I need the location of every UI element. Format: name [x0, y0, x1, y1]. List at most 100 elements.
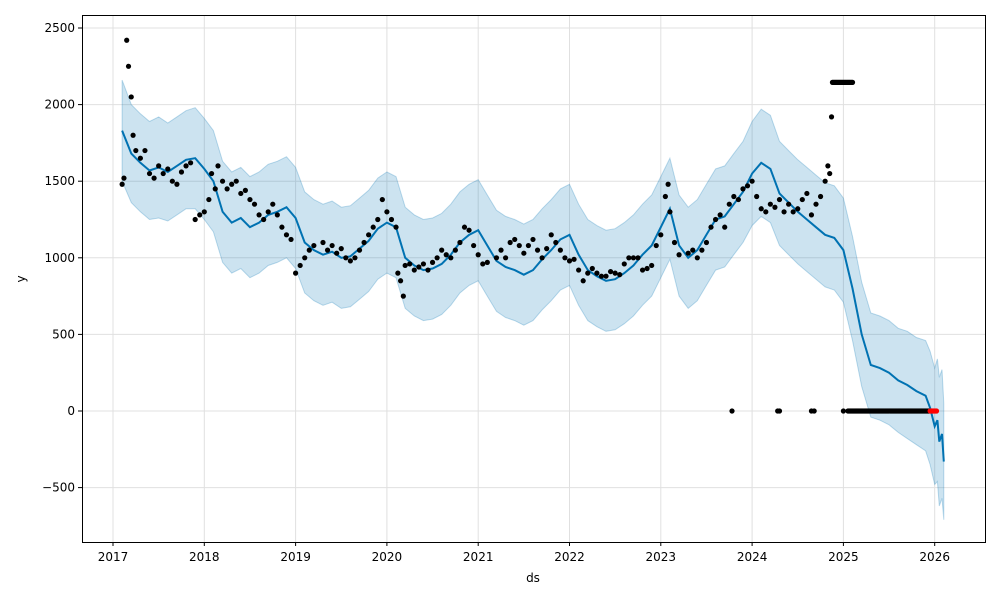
observed-point: [607, 268, 614, 275]
observed-point: [717, 212, 723, 218]
observed-point: [740, 186, 746, 192]
observed-point: [786, 201, 792, 207]
observed-point: [790, 209, 796, 215]
observed-point: [758, 206, 764, 212]
observed-point: [188, 160, 194, 166]
observed-point: [356, 247, 363, 253]
observed-point: [811, 408, 817, 414]
observed-point: [366, 232, 372, 238]
observed-point: [183, 163, 189, 169]
observed-point: [142, 147, 148, 154]
observed-point: [233, 178, 239, 184]
observed-point: [731, 193, 737, 200]
observed-point: [297, 262, 303, 269]
observed-point: [439, 247, 445, 253]
x-axis-label: ds: [526, 571, 540, 585]
observed-point: [361, 239, 367, 246]
observed-point: [507, 239, 513, 246]
observed-point: [799, 196, 805, 203]
observed-point: [667, 209, 673, 215]
uncertainty-band: [121, 79, 945, 520]
observed-point: [302, 255, 308, 261]
x-tick-label: 2018: [189, 550, 220, 564]
observed-point: [548, 232, 554, 238]
observed-point: [388, 216, 395, 223]
observed-point: [274, 212, 280, 218]
observed-point: [840, 408, 847, 414]
observed-point: [429, 259, 436, 265]
highlighted-point: [933, 408, 940, 414]
y-tick-label: 1500: [44, 174, 75, 188]
observed-point: [206, 196, 212, 203]
x-tick-label: 2021: [463, 550, 494, 564]
observed-point: [352, 255, 358, 261]
observed-point: [781, 209, 787, 215]
observed-point: [461, 224, 468, 230]
observed-point: [247, 196, 253, 203]
observed-point: [580, 278, 586, 284]
observed-point: [576, 267, 582, 273]
observed-point: [828, 114, 835, 120]
observed-point: [825, 163, 831, 169]
observed-point: [539, 255, 545, 261]
observed-point: [425, 267, 431, 273]
observed-point: [416, 264, 422, 270]
observed-point: [685, 250, 691, 256]
observed-point: [329, 242, 335, 249]
observed-point: [395, 270, 401, 276]
observed-point: [665, 181, 671, 187]
uncertainty-interval: [121, 79, 945, 520]
observed-point: [827, 170, 833, 177]
y-axis-label: y: [14, 275, 28, 282]
observed-point: [420, 261, 427, 267]
observed-point: [338, 246, 344, 252]
observed-point: [306, 247, 312, 253]
observed-point: [192, 216, 198, 223]
observed-point: [265, 209, 271, 215]
x-tick-label: 2020: [372, 550, 403, 564]
observed-point: [471, 242, 477, 249]
x-tick-label: 2017: [98, 550, 129, 564]
observed-point: [817, 193, 824, 200]
observed-point: [658, 232, 664, 238]
y-tick-label: 2500: [44, 21, 75, 35]
observed-point: [530, 236, 536, 243]
x-tick-label: 2025: [828, 550, 859, 564]
observed-point: [712, 216, 719, 223]
observed-point: [124, 37, 130, 43]
observed-point: [498, 247, 504, 253]
observed-point: [434, 255, 440, 261]
observed-point: [621, 261, 627, 267]
observed-point: [589, 265, 595, 272]
observed-point: [767, 201, 773, 207]
x-tick-label: 2026: [919, 550, 950, 564]
observed-point: [400, 293, 406, 299]
observed-point: [411, 267, 417, 273]
observed-point: [662, 193, 668, 200]
x-tick-label: 2024: [737, 550, 768, 564]
observed-point: [735, 196, 742, 203]
observed-point: [407, 261, 413, 267]
observed-point: [224, 186, 230, 192]
observed-point: [553, 239, 559, 246]
highlighted-points: [927, 408, 940, 414]
observed-point: [320, 239, 326, 246]
observed-point: [571, 256, 577, 262]
plot-frame: [82, 15, 986, 543]
observed-point: [772, 204, 778, 210]
x-tick-label: 2022: [554, 550, 585, 564]
observed-point: [544, 246, 550, 252]
observed-point: [133, 147, 139, 154]
observed-point: [493, 255, 500, 261]
observed-point: [726, 201, 732, 207]
observed-point: [324, 247, 331, 253]
observed-point: [397, 278, 404, 284]
observed-point: [671, 239, 678, 246]
observed-point: [776, 408, 783, 414]
observed-point: [475, 252, 481, 258]
observed-point: [212, 186, 218, 192]
observed-point: [749, 178, 755, 184]
observed-point: [146, 170, 153, 177]
observed-point: [347, 258, 353, 264]
observed-point: [729, 408, 735, 414]
